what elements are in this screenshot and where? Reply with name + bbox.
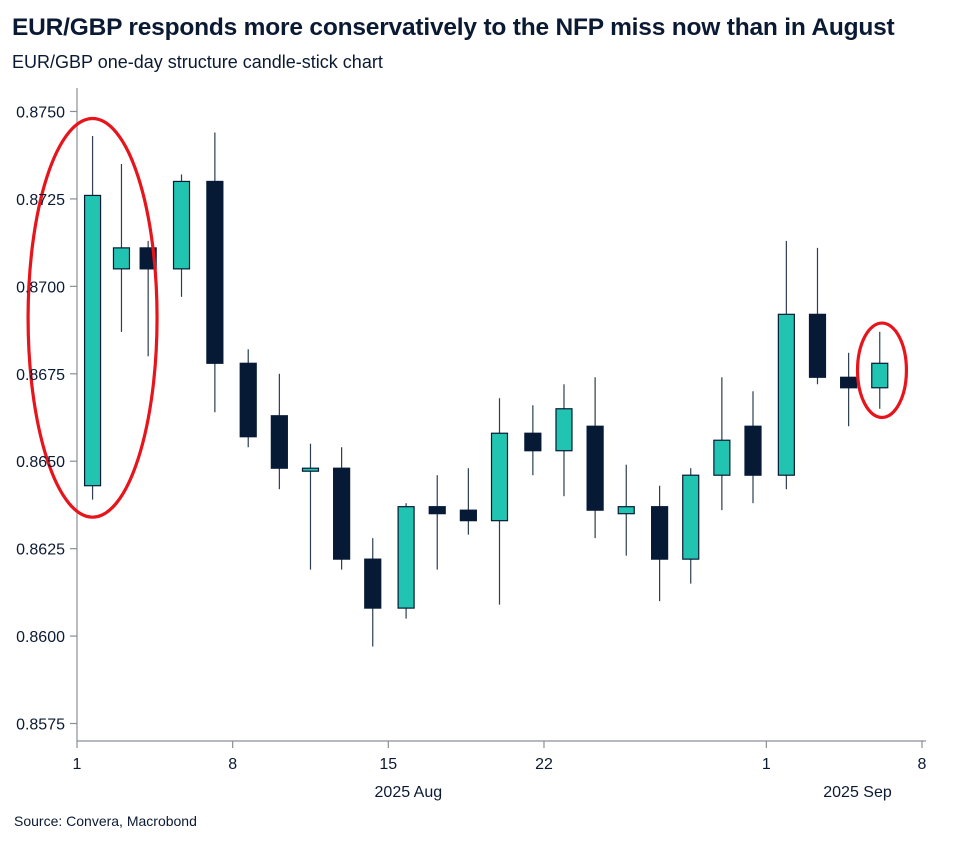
candle-body-down <box>744 425 762 476</box>
candle-body-up <box>83 194 102 487</box>
candle-body-up <box>777 313 795 476</box>
candle-body-down <box>840 376 858 389</box>
x-tick-label: 22 <box>535 756 553 773</box>
candle-bodies <box>83 180 889 609</box>
candle-body-up <box>713 439 731 476</box>
candle-body-up <box>172 180 191 270</box>
candle-body-up <box>617 506 635 515</box>
candle-body-down <box>808 313 827 378</box>
candle-body-up <box>555 408 573 452</box>
y-tick-label: 0.8650 <box>16 454 65 471</box>
axes <box>70 88 926 748</box>
candle-body-up <box>112 247 131 270</box>
axis-labels: 0.8575 0.8600 0.8625 0.8650 0.8675 0.8700 0.87… <box>16 104 926 801</box>
candle-body-down <box>270 415 288 469</box>
x-tick-label: 8 <box>228 756 237 773</box>
candle-body-up <box>397 506 415 609</box>
y-tick-label: 0.8625 <box>16 542 65 559</box>
chart-title: EUR/GBP responds more conservatively to … <box>12 14 895 41</box>
x-tick-label: 1 <box>762 756 771 773</box>
candle-body-up <box>871 362 889 389</box>
candle-body-down <box>586 425 604 511</box>
highlight-ellipse <box>26 116 159 519</box>
candle-body-down <box>428 506 446 515</box>
candle-body-down <box>459 509 477 522</box>
candle-body-up <box>490 432 509 522</box>
x-tick-label: 1 <box>73 756 82 773</box>
highlight-ellipse <box>855 321 909 420</box>
source-note: Source: Convera, Macrobond <box>14 813 197 829</box>
candle-body-up <box>682 474 700 560</box>
candle-body-down <box>651 506 669 560</box>
chart-subtitle: EUR/GBP one-day structure candle-stick c… <box>12 52 383 72</box>
y-tick-label: 0.8575 <box>16 717 65 734</box>
x-tick-label: 8 <box>918 756 927 773</box>
candle-body-down <box>206 180 224 364</box>
y-tick-label: 0.8600 <box>16 629 65 646</box>
month-label: 2025 Sep <box>823 784 892 801</box>
highlight-ellipses <box>26 116 909 519</box>
candle-body-down <box>524 432 542 452</box>
y-tick-label: 0.8750 <box>16 104 65 121</box>
candle-body-down <box>239 362 257 438</box>
y-tick-label: 0.8675 <box>16 367 65 384</box>
y-tick-label: 0.8700 <box>16 279 65 296</box>
x-tick-label: 15 <box>379 756 397 773</box>
candle-body-up <box>301 467 320 472</box>
month-label: 2025 Aug <box>375 784 443 801</box>
y-tick-label: 0.8725 <box>16 192 65 209</box>
candle-body-down <box>364 558 382 609</box>
candle-body-down <box>333 467 351 560</box>
